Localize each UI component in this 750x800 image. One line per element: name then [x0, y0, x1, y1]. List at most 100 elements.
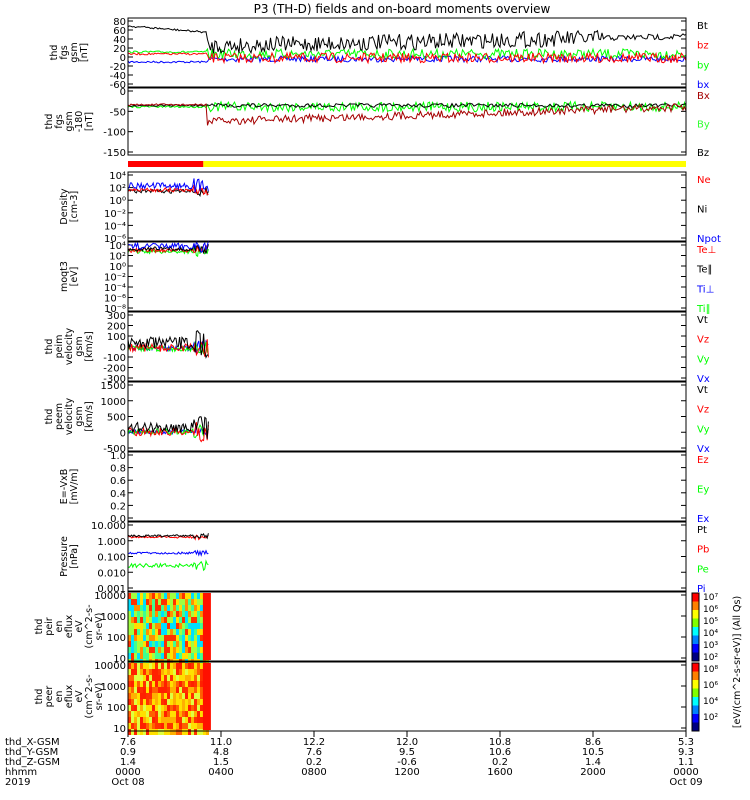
spec-cell	[137, 693, 140, 699]
ylabel-line: sr-eV)	[94, 613, 105, 641]
colorbar-cell	[692, 652, 699, 662]
spec-cell	[164, 641, 167, 647]
spec-cell	[140, 693, 143, 699]
spec-cell	[143, 669, 146, 675]
spec-cell	[134, 663, 137, 669]
spec-cell	[194, 635, 197, 641]
ylabel-line: peim	[54, 335, 65, 359]
spec-cell	[188, 653, 191, 659]
spec-cell	[158, 653, 161, 659]
spec-cell	[179, 605, 182, 611]
spec-cell	[188, 711, 191, 717]
spec-cell	[185, 711, 188, 717]
spec-cell	[182, 723, 185, 729]
spec-cell	[176, 629, 179, 635]
spec-cell	[167, 717, 170, 723]
spec-cell	[152, 611, 155, 617]
spec-cell	[185, 629, 188, 635]
spec-cell	[191, 647, 194, 653]
spec-cell	[131, 723, 134, 729]
spec-cell	[179, 705, 182, 711]
xaxis-row-label: thd_Z-GSM	[5, 757, 60, 768]
spec-cell	[128, 617, 131, 623]
spec-cell	[185, 605, 188, 611]
spec-cell	[191, 675, 194, 681]
colorbar-tick: 10⁴	[703, 629, 718, 639]
spec-cell	[146, 617, 149, 623]
panel-frame	[127, 87, 687, 156]
spec-cell	[146, 605, 149, 611]
spec-cell	[140, 623, 143, 629]
spec-cell	[197, 635, 200, 641]
spec-cell	[176, 623, 179, 629]
legend-Pe: Pe	[697, 564, 709, 575]
spec-cell	[143, 635, 146, 641]
spec-cell	[182, 605, 185, 611]
spec-cell	[158, 629, 161, 635]
legend-bx: bx	[697, 80, 709, 91]
panel-frame	[127, 241, 687, 312]
ytick-label: 80	[113, 17, 126, 28]
ytick-label: 10000	[94, 591, 126, 602]
spec-cell	[134, 687, 137, 693]
spec-cell	[149, 647, 152, 653]
spec-cell	[161, 623, 164, 629]
spec-cell	[131, 687, 134, 693]
ylabel-line: [cm-3]	[69, 191, 80, 222]
spec-cell	[191, 593, 194, 599]
spec-cell	[167, 605, 170, 611]
spec-cell	[161, 629, 164, 635]
spec-cell	[137, 617, 140, 623]
spec-cell	[155, 675, 158, 681]
xaxis-value: 0.2	[306, 757, 322, 768]
ylabel-temperature: moqt3 [eV]	[59, 261, 80, 292]
ylabel-line: gsm	[64, 111, 75, 131]
spec-cell	[152, 663, 155, 669]
spec-cell	[179, 623, 182, 629]
ylabel-line: en	[54, 691, 65, 703]
spec-cell	[134, 693, 137, 699]
spec-cell	[158, 669, 161, 675]
spec-cell	[203, 729, 206, 735]
spec-cell	[164, 699, 167, 705]
spec-cell	[206, 729, 209, 735]
spec-cell	[143, 641, 146, 647]
ytick-label: 10⁻²	[104, 273, 126, 284]
spec-cell	[134, 593, 137, 599]
spec-cell	[188, 699, 191, 705]
spec-cell	[149, 711, 152, 717]
spec-cell	[143, 617, 146, 623]
ylabel-line: [nT]	[79, 43, 90, 62]
xaxis-value: 11.0	[210, 737, 232, 748]
spec-cell	[128, 705, 131, 711]
xaxis-value: 0400	[208, 767, 233, 778]
spec-cell	[152, 687, 155, 693]
spec-cell	[140, 635, 143, 641]
spec-cell	[152, 681, 155, 687]
spec-cell	[185, 653, 188, 659]
spec-cell	[137, 663, 140, 669]
spec-cell	[155, 717, 158, 723]
spec-cell	[152, 675, 155, 681]
spec-cell	[164, 653, 167, 659]
spec-cell	[182, 675, 185, 681]
series-Bx	[127, 103, 687, 126]
spec-cell	[197, 647, 200, 653]
spec-cell	[146, 635, 149, 641]
spec-cell	[140, 611, 143, 617]
spec-cell	[149, 605, 152, 611]
xaxis-value: Oct 08	[111, 777, 144, 788]
spec-cell	[173, 681, 176, 687]
ylabel-line: fgs	[59, 45, 70, 59]
colorbar-cell	[692, 671, 699, 681]
ylabel-line: peem	[54, 403, 65, 430]
colorbar-tick: 10⁵	[703, 617, 718, 627]
spec-cell	[182, 593, 185, 599]
spec-cell	[170, 629, 173, 635]
spec-cell	[131, 629, 134, 635]
spec-cell	[134, 617, 137, 623]
spec-cell	[194, 687, 197, 693]
spec-cell	[173, 699, 176, 705]
